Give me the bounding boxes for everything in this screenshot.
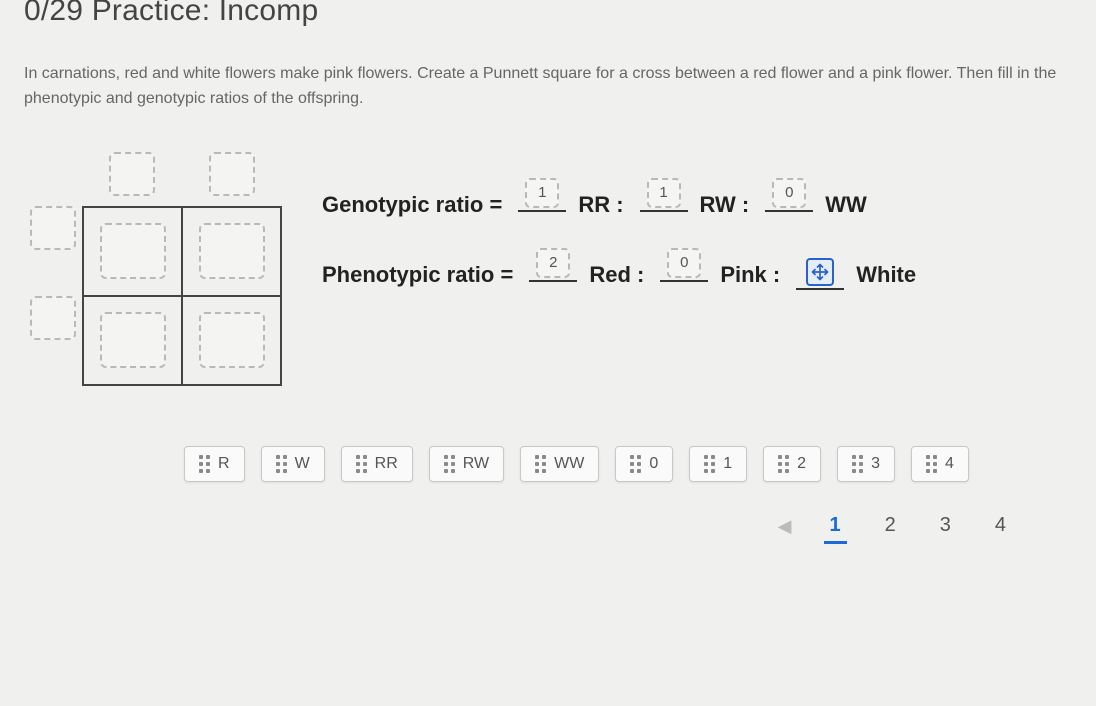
- punnett-cell-22[interactable]: [199, 312, 265, 368]
- phenotypic-slot-white[interactable]: [796, 256, 844, 290]
- tile-label: WW: [554, 455, 584, 473]
- drag-grip-icon: [444, 455, 455, 473]
- drag-grip-icon: [276, 455, 287, 473]
- phenotypic-ratio-row: Phenotypic ratio = 2 Red : 0 Pink : W: [322, 248, 916, 290]
- genotypic-label: Genotypic ratio =: [322, 192, 502, 218]
- pager-page-2[interactable]: 2: [879, 510, 902, 544]
- drag-grip-icon: [704, 455, 715, 473]
- move-cursor-icon: [806, 258, 834, 286]
- drag-grip-icon: [926, 455, 937, 473]
- phenotypic-suffix-white: White: [856, 262, 916, 288]
- genotypic-slot-rr[interactable]: 1: [518, 178, 566, 212]
- tile-1[interactable]: 1: [689, 446, 747, 482]
- punnett-cell-12[interactable]: [199, 223, 265, 279]
- punnett-cell-11[interactable]: [100, 223, 166, 279]
- phenotypic-value-red: 2: [536, 248, 570, 278]
- tile-r[interactable]: R: [184, 446, 245, 482]
- ratios-area: Genotypic ratio = 1 RR : 1 RW : 0 WW Phe…: [322, 152, 916, 320]
- genotypic-value-rr: 1: [525, 178, 559, 208]
- tile-4[interactable]: 4: [911, 446, 969, 482]
- drag-grip-icon: [852, 455, 863, 473]
- punnett-left-allele-1[interactable]: [30, 206, 76, 250]
- genotypic-ratio-row: Genotypic ratio = 1 RR : 1 RW : 0 WW: [322, 178, 916, 218]
- drag-grip-icon: [535, 455, 546, 473]
- tile-3[interactable]: 3: [837, 446, 895, 482]
- drag-grip-icon: [778, 455, 789, 473]
- genotypic-suffix-ww: WW: [825, 192, 867, 218]
- tile-w[interactable]: W: [261, 446, 325, 482]
- punnett-top-allele-2[interactable]: [209, 152, 255, 196]
- tile-rr[interactable]: RR: [341, 446, 413, 482]
- genotypic-slot-ww[interactable]: 0: [765, 178, 813, 212]
- pager-page-3[interactable]: 3: [934, 510, 957, 544]
- genotypic-suffix-rr: RR :: [578, 192, 623, 218]
- genotypic-value-rw: 1: [647, 178, 681, 208]
- tile-rw[interactable]: RW: [429, 446, 504, 482]
- genotypic-slot-rw[interactable]: 1: [640, 178, 688, 212]
- genotypic-value-ww: 0: [772, 178, 806, 208]
- tile-bank: RWRRRWWW01234: [24, 442, 1072, 510]
- drag-grip-icon: [356, 455, 367, 473]
- tile-0[interactable]: 0: [615, 446, 673, 482]
- tile-label: RW: [463, 455, 489, 473]
- question-pager: ◀ 1234: [24, 510, 1072, 544]
- page-title: 0/29 Practice: Incomp: [24, 0, 1072, 28]
- drag-grip-icon: [630, 455, 641, 473]
- punnett-top-allele-1[interactable]: [109, 152, 155, 196]
- pager-page-1[interactable]: 1: [824, 510, 847, 544]
- tile-label: RR: [375, 455, 398, 473]
- phenotypic-slot-pink[interactable]: 0: [660, 248, 708, 282]
- work-area: Genotypic ratio = 1 RR : 1 RW : 0 WW Phe…: [24, 152, 1072, 386]
- punnett-cell-21[interactable]: [100, 312, 166, 368]
- tile-label: 3: [871, 455, 880, 473]
- punnett-left-allele-2[interactable]: [30, 296, 76, 340]
- tile-2[interactable]: 2: [763, 446, 821, 482]
- tile-label: 4: [945, 455, 954, 473]
- phenotypic-value-pink: 0: [667, 248, 701, 278]
- punnett-square: [24, 152, 282, 386]
- drag-grip-icon: [199, 455, 210, 473]
- tile-label: R: [218, 455, 230, 473]
- pager-page-4[interactable]: 4: [989, 510, 1012, 544]
- pager-prev-icon[interactable]: ◀: [778, 516, 792, 537]
- tile-label: 0: [649, 455, 658, 473]
- tile-label: W: [295, 455, 310, 473]
- tile-ww[interactable]: WW: [520, 446, 599, 482]
- phenotypic-label: Phenotypic ratio =: [322, 262, 513, 288]
- question-prompt: In carnations, red and white flowers mak…: [24, 62, 1064, 112]
- phenotypic-slot-red[interactable]: 2: [529, 248, 577, 282]
- phenotypic-suffix-red: Red :: [589, 262, 644, 288]
- tile-label: 1: [723, 455, 732, 473]
- tile-label: 2: [797, 455, 806, 473]
- phenotypic-suffix-pink: Pink :: [720, 262, 780, 288]
- genotypic-suffix-rw: RW :: [700, 192, 750, 218]
